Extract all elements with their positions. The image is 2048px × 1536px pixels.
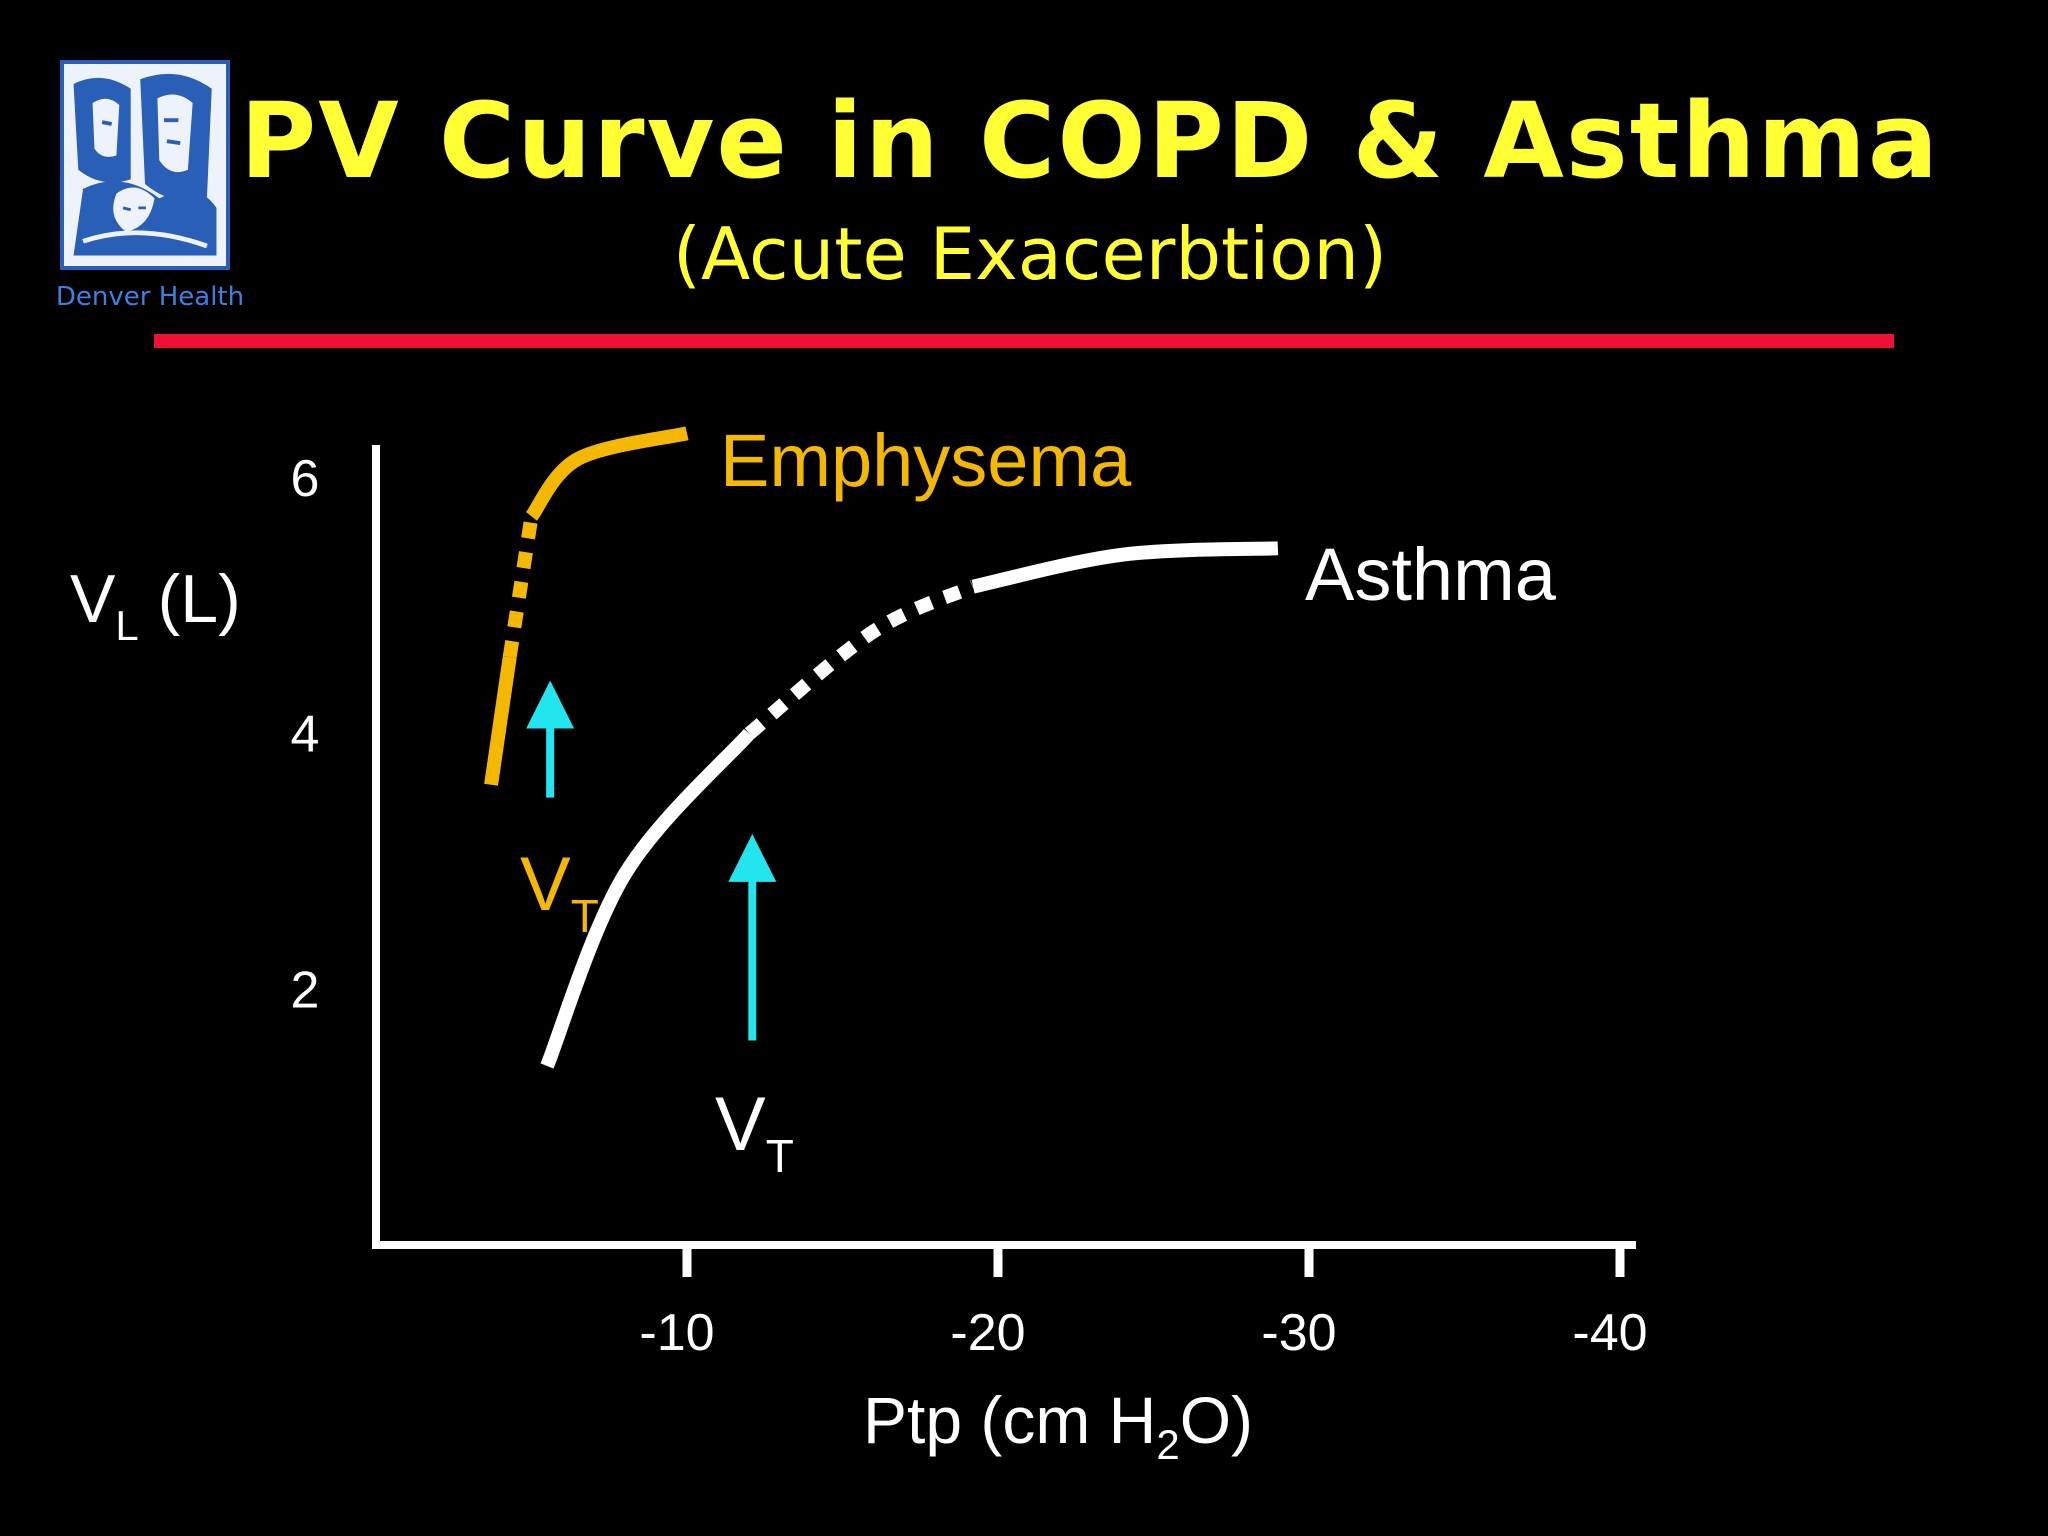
y-tick-label: 2 xyxy=(291,961,320,1019)
asthma-curve-high xyxy=(971,541,1279,594)
emphysema-curve-low xyxy=(484,655,517,786)
asthma-tidal-volume-label: VT xyxy=(715,1082,794,1182)
slide-subtitle: (Acute Exacerbtion) xyxy=(672,212,1388,296)
x-tick-label: -10 xyxy=(639,1304,714,1362)
logo-caption: Denver Health xyxy=(55,282,245,312)
x-tick-label: -20 xyxy=(950,1304,1025,1362)
slide-title: PV Curve in COPD & Asthma xyxy=(240,80,1941,202)
family-logo-icon xyxy=(64,64,226,266)
x-tick-label: -40 xyxy=(1572,1304,1647,1362)
y-axis-label: VL (L) xyxy=(70,561,241,649)
title-divider xyxy=(154,334,1894,348)
asthma-curve-low xyxy=(540,728,755,1069)
y-tick-label: 6 xyxy=(291,450,320,508)
emphysema-tidal-volume-label: VT xyxy=(520,842,599,942)
emphysema-curve-dotted xyxy=(502,515,539,659)
denver-health-logo xyxy=(60,60,230,270)
asthma-curve-dotted xyxy=(744,580,976,740)
emphysema-series-label: Emphysema xyxy=(720,419,1132,502)
y-tick-label: 4 xyxy=(291,706,320,764)
x-tick-label: -30 xyxy=(1261,1304,1336,1362)
asthma-series-label: Asthma xyxy=(1305,533,1557,616)
x-axis-label: Ptp (cm H2O) xyxy=(863,1383,1253,1468)
emphysema-curve-high xyxy=(525,426,689,521)
